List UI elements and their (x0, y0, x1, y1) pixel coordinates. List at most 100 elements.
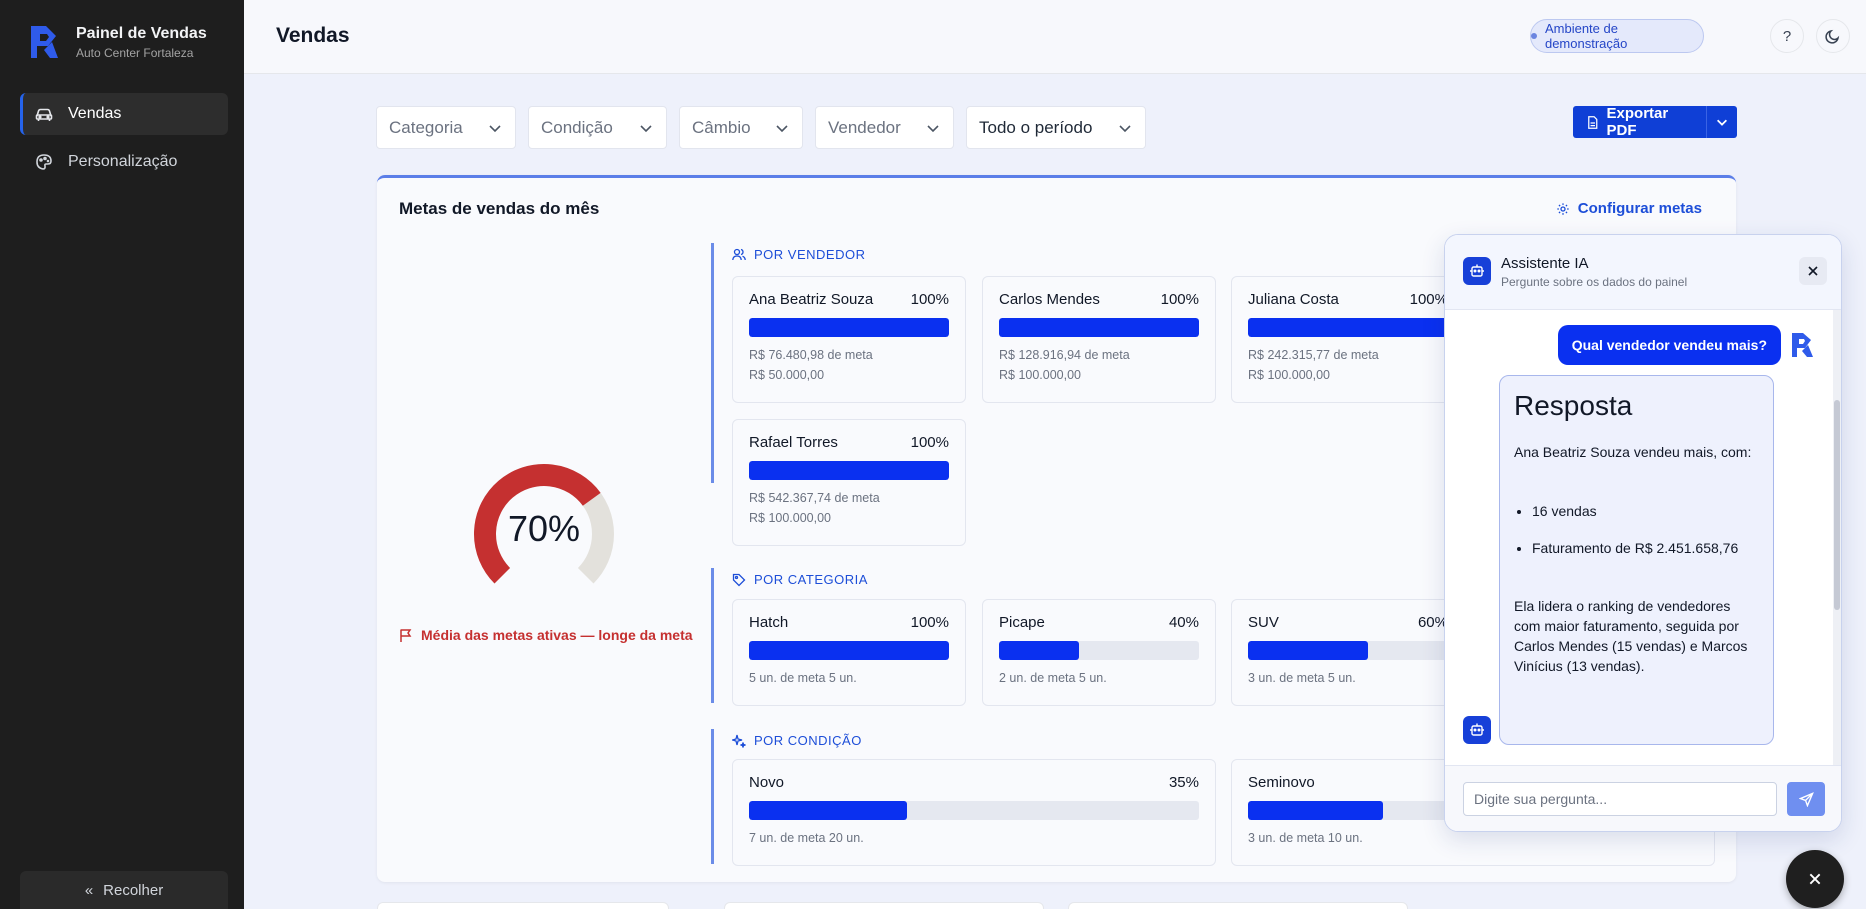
transmission-filter-select[interactable]: Câmbio (679, 106, 803, 149)
goal-name: Novo (749, 774, 785, 791)
brand: Painel de Vendas Auto Center Fortaleza (28, 22, 207, 62)
goal-detail: R$ 128.916,94 de meta (999, 348, 1130, 362)
section-by-category: POR CATEGORIA (711, 568, 867, 703)
chat-input-bar (1445, 765, 1841, 831)
section-header-by-seller: POR VENDEDOR (732, 247, 865, 262)
goal-name: Seminovo (1248, 774, 1315, 791)
chat-question-input[interactable] (1463, 782, 1777, 816)
sidebar-item-vendas[interactable]: Vendas (20, 93, 228, 135)
goal-progress-bar (749, 641, 949, 660)
transmission-filter-value: Câmbio (692, 117, 751, 137)
goal-progress-fill (749, 461, 949, 480)
gauge-value: 70% (507, 508, 581, 549)
goal-detail: R$ 50.000,00 (749, 368, 825, 382)
goal-progress-fill (999, 641, 1079, 660)
answer-heading: Resposta (1514, 390, 1633, 421)
category-filter-value: Categoria (389, 117, 463, 137)
goal-progress-bar (1248, 318, 1448, 337)
goal-detail: 3 un. de meta 10 un. (1248, 831, 1363, 845)
user-message: Qual vendedor vendeu mais? (1557, 325, 1781, 365)
goal-name: Carlos Mendes (999, 291, 1100, 308)
chat-messages[interactable]: Qual vendedor vendeu mais? Resposta Ana … (1445, 310, 1841, 765)
sidebar-item-label: Personalização (68, 153, 178, 170)
goal-percent: 60% (1417, 614, 1448, 631)
chevron-down-icon (489, 124, 501, 132)
send-icon (1798, 791, 1814, 807)
answer-outro: Ela lidera o ranking de vendedores com m… (1514, 598, 1748, 674)
goal-detail: 7 un. de meta 20 un. (749, 831, 864, 845)
goal-name: Hatch (749, 614, 789, 631)
bot-avatar-icon (1463, 716, 1491, 744)
section-by-seller: POR VENDEDOR (711, 243, 865, 483)
help-button[interactable]: ? (1770, 19, 1804, 53)
scrollbar-thumb[interactable] (1834, 400, 1840, 610)
answer-list: 16 vendas Faturamento de R$ 2.451.658,76 (1532, 503, 1759, 556)
configure-goals-label: Configurar metas (1577, 200, 1702, 217)
export-pdf-button[interactable]: Exportar PDF (1573, 105, 1737, 139)
chat-scrollbar[interactable] (1833, 310, 1841, 765)
sidebar-item-label: Vendas (68, 105, 122, 122)
goal-status: Média das metas ativas — longe da meta (399, 627, 693, 643)
condition-filter-select[interactable]: Condição (528, 106, 667, 149)
collapse-sidebar-button[interactable]: « Recolher (20, 871, 228, 909)
user-avatar-icon (1792, 333, 1813, 357)
condition-filter-value: Condição (541, 117, 613, 137)
goal-percent: 100% (1409, 291, 1448, 308)
section-header-by-category: POR CATEGORIA (732, 572, 868, 587)
chevron-down-icon (927, 124, 939, 132)
chevron-down-icon (1119, 124, 1131, 132)
goal-card: Carlos Mendes 100% R$ 128.916,94 de meta R… (982, 276, 1216, 403)
goal-detail: R$ 100.000,00 (1248, 368, 1331, 382)
export-pdf-label: Exportar PDF (1606, 105, 1669, 139)
goal-progress-fill (749, 318, 949, 337)
goal-name: Picape (999, 614, 1045, 631)
goal-progress-bar (1248, 641, 1448, 660)
configure-goals-button[interactable]: Configurar metas (1556, 200, 1702, 217)
goal-card: Hatch 100% 5 un. de meta 5 un. (732, 599, 966, 706)
ai-assistant-panel: Assistente IA Pergunte sobre os dados do… (1444, 234, 1842, 832)
sidebar-nav: Vendas Personalização (20, 93, 228, 189)
period-filter-select[interactable]: Todo o período (966, 106, 1146, 149)
goal-detail: R$ 100.000,00 (999, 368, 1082, 382)
section-label: POR CATEGORIA (754, 572, 868, 587)
theme-toggle-button[interactable] (1816, 19, 1850, 53)
answer-list-item: 16 vendas (1532, 503, 1759, 519)
goal-card: SUV 60% 3 un. de meta 5 un. (1231, 599, 1465, 706)
status-dot-icon (1531, 33, 1537, 39)
goal-percent: 100% (910, 434, 949, 451)
export-pdf-main[interactable]: Exportar PDF (1573, 105, 1707, 139)
goal-progress-bar (999, 641, 1199, 660)
filter-bar: Categoria Condição Câmbio Vendedor Todo … (376, 106, 1146, 149)
goal-name: Juliana Costa (1248, 291, 1339, 308)
goal-percent: 40% (1168, 614, 1199, 631)
chevron-down-icon (640, 124, 652, 132)
goal-detail: R$ 100.000,00 (749, 511, 832, 525)
close-chat-button[interactable] (1799, 257, 1827, 285)
export-options-toggle[interactable] (1707, 106, 1737, 138)
file-icon (1588, 115, 1598, 129)
goal-name: SUV (1248, 614, 1279, 631)
goal-name: Ana Beatriz Souza (749, 291, 874, 308)
section-label: POR VENDEDOR (754, 247, 866, 262)
topbar: Vendas Ambiente de demonstração ? (244, 0, 1866, 74)
goal-percent: 100% (910, 614, 949, 631)
close-icon (1808, 266, 1818, 276)
chat-title: Assistente IA (1501, 255, 1589, 272)
goal-detail: 2 un. de meta 5 un. (999, 671, 1107, 685)
send-button[interactable] (1787, 782, 1825, 816)
goal-card: Novo 35% 7 un. de meta 20 un. (732, 759, 1216, 866)
chat-subtitle: Pergunte sobre os dados do painel (1501, 275, 1688, 289)
goal-progress-fill (1248, 318, 1448, 337)
goal-gauge (474, 464, 614, 584)
toggle-assistant-button[interactable] (1786, 850, 1844, 908)
chevron-down-icon (1716, 119, 1727, 126)
category-filter-select[interactable]: Categoria (376, 106, 516, 149)
gear-icon (1557, 202, 1569, 215)
bot-icon (1463, 257, 1491, 285)
sidebar-item-personalizacao[interactable]: Personalização (20, 141, 228, 183)
palette-icon (36, 154, 52, 170)
assistant-message: Resposta Ana Beatriz Souza vendeu mais, … (1499, 375, 1774, 745)
seller-filter-select[interactable]: Vendedor (815, 106, 954, 149)
goal-status-text: Média das metas ativas — longe da meta (421, 627, 693, 643)
close-icon (1809, 873, 1821, 885)
